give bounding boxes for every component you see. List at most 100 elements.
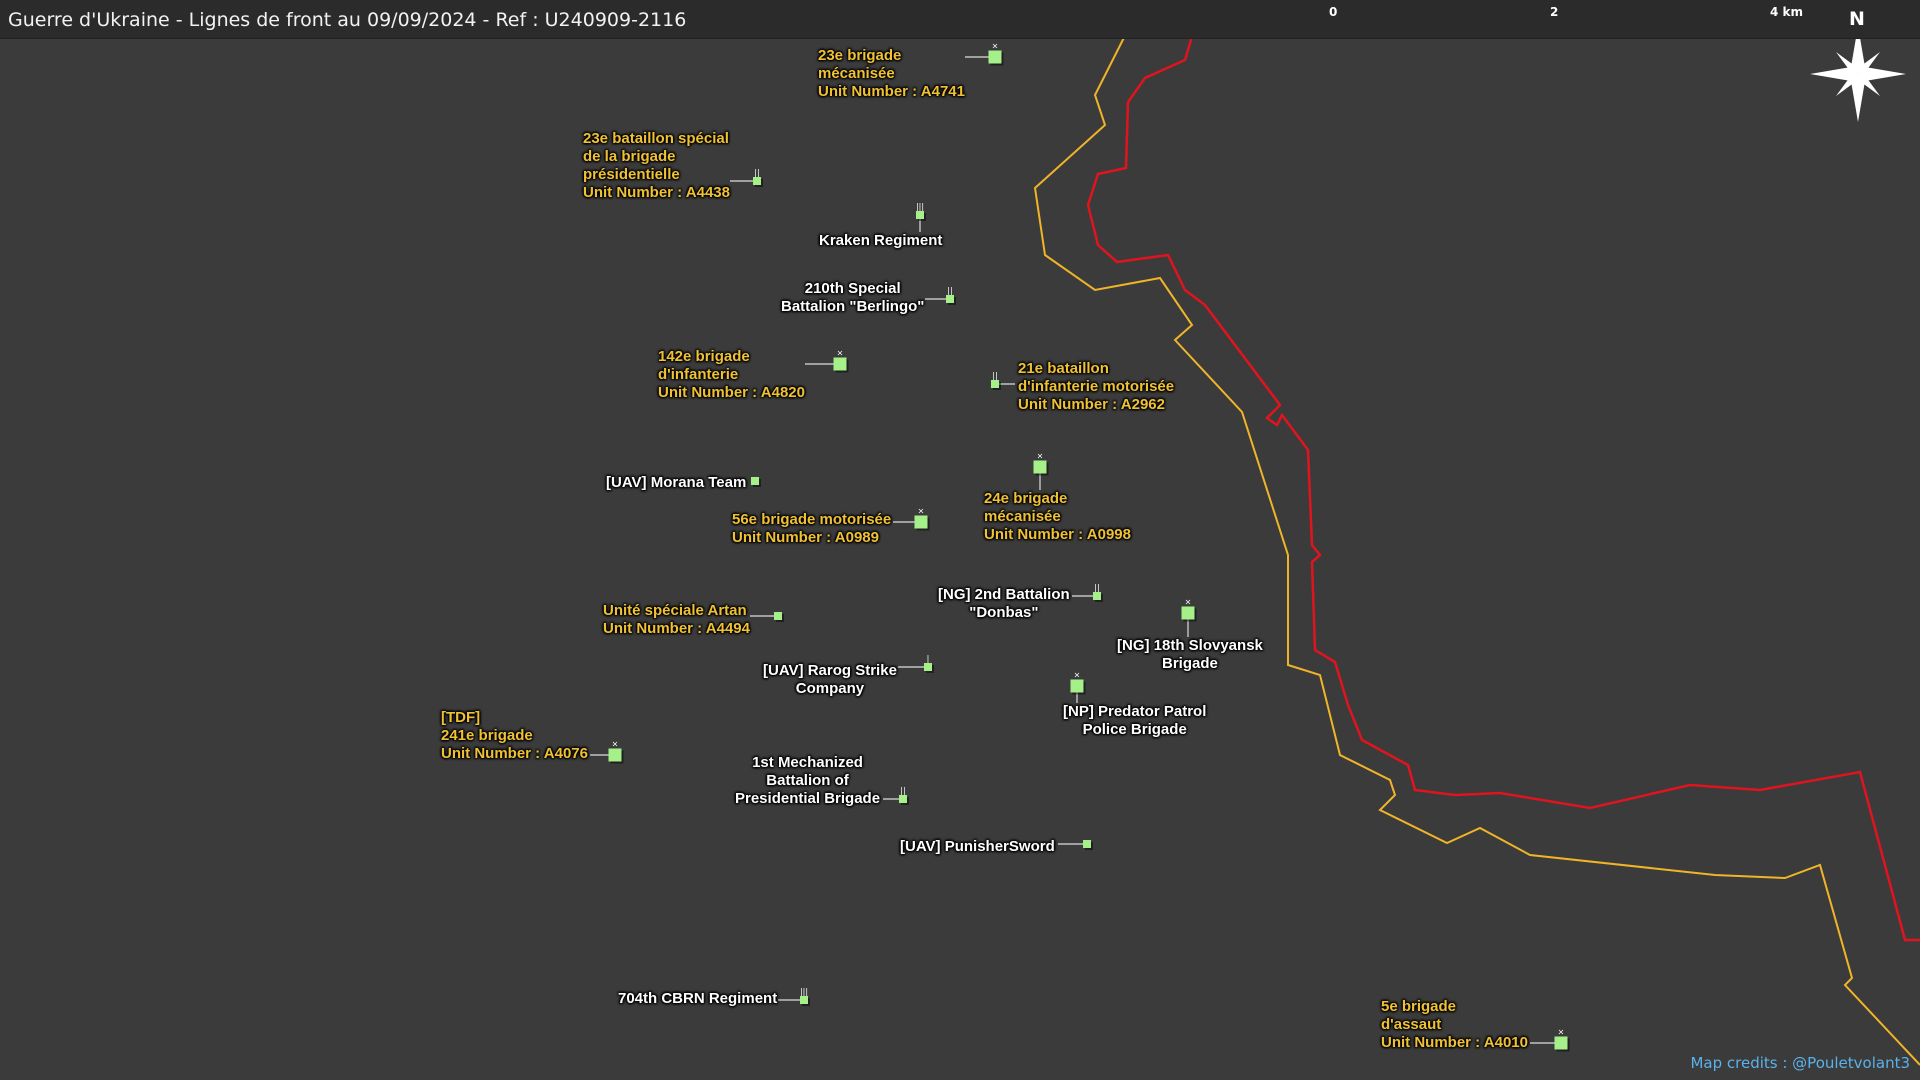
unit-symbol-square[interactable] <box>751 477 759 485</box>
unit-symbol-u12[interactable] <box>750 612 784 622</box>
unit-symbol-square[interactable] <box>774 612 782 620</box>
unit-symbol-u4[interactable]: || <box>925 286 956 305</box>
unit-label-line: présidentielle <box>583 166 680 183</box>
unit-symbol-u1[interactable]: × <box>965 42 1004 66</box>
unit-label-line: Police Brigade <box>1082 721 1187 738</box>
unit-symbol-u14[interactable]: × <box>1070 671 1086 704</box>
unit-label-line: d'infanterie motorisée <box>1018 378 1175 395</box>
unit-symbol-square[interactable] <box>1093 592 1101 600</box>
unit-symbol-u7[interactable] <box>751 477 761 487</box>
unit-symbol-u10[interactable]: || <box>1072 583 1103 602</box>
unit-label-line: Battalion "Berlingo" <box>781 298 925 315</box>
unit-echelon-marker: × <box>1074 671 1081 680</box>
unit-symbol-square[interactable] <box>916 211 924 219</box>
unit-label-line: Kraken Regiment <box>819 232 943 249</box>
unit-label-line: Unit Number : A0989 <box>732 529 879 546</box>
unit-echelon-marker: ||| <box>916 202 924 211</box>
unit-label-kraken-regiment[interactable]: Kraken Regiment <box>819 232 942 250</box>
unit-label-uav-morana-team[interactable]: [UAV] Morana Team <box>606 474 746 492</box>
unit-symbol-square[interactable] <box>1033 460 1047 474</box>
unit-label-line: [NP] Predator Patrol <box>1063 703 1207 720</box>
title-bar: Guerre d'Ukraine - Lignes de front au 09… <box>0 0 1920 39</box>
unit-symbol-square[interactable] <box>914 515 928 529</box>
unit-label-tdf-241e-brigade[interactable]: [TDF] 241e brigade Unit Number : A4076 <box>441 709 588 763</box>
unit-label-line: de la brigade <box>583 148 676 165</box>
unit-label-np-predator-patrol[interactable]: [NP] Predator Patrol Police Brigade <box>1063 703 1206 739</box>
unit-label-23e-bataillon-special[interactable]: 23e bataillon spécial de la brigade présid… <box>583 130 730 202</box>
unit-echelon-marker: || <box>900 786 905 795</box>
unit-echelon-marker: || <box>1094 583 1099 592</box>
unit-label-23e-brigade-mecanisee[interactable]: 23e brigade mécanisée Unit Number : A4741 <box>818 47 965 101</box>
unit-label-1st-mechanized-battalion[interactable]: 1st Mechanized Battalion of Presidential B… <box>735 754 880 808</box>
unit-echelon-marker: × <box>1185 598 1192 607</box>
unit-label-line: Unit Number : A0998 <box>984 526 1131 543</box>
unit-symbol-u6[interactable]: || <box>991 371 1015 390</box>
unit-label-line: "Donbas" <box>969 604 1039 621</box>
unit-symbol-u5[interactable]: × <box>805 349 849 373</box>
unit-echelon-marker: × <box>1037 452 1044 461</box>
unit-label-line: [UAV] PunisherSword <box>900 838 1055 855</box>
unit-symbol-u9[interactable]: × <box>893 507 930 531</box>
unit-label-line: Unité spéciale Artan <box>603 602 747 619</box>
unit-symbol-square[interactable] <box>946 295 954 303</box>
unit-label-56e-brigade-motorisee[interactable]: 56e brigade motorisée Unit Number : A0989 <box>732 511 891 547</box>
unit-label-24e-brigade-mecanisee[interactable]: 24e brigade mécanisée Unit Number : A0998 <box>984 490 1131 544</box>
unit-symbol-square[interactable] <box>1181 606 1195 620</box>
unit-label-line: [NG] 2nd Battalion <box>938 586 1070 603</box>
unit-label-5e-brigade-dassaut[interactable]: 5e brigade d'assaut Unit Number : A4010 <box>1381 998 1528 1052</box>
unit-symbol-square[interactable] <box>988 50 1002 64</box>
unit-symbol-u18[interactable]: ||| <box>778 987 810 1006</box>
unit-symbol-square[interactable] <box>924 663 932 671</box>
unit-symbol-u11[interactable]: × <box>1181 598 1197 638</box>
unit-symbol-square[interactable] <box>608 748 622 762</box>
unit-echelon-marker: × <box>612 740 619 749</box>
unit-label-line: Brigade <box>1162 655 1218 672</box>
unit-label-unite-speciale-artan[interactable]: Unité spéciale Artan Unit Number : A4494 <box>603 602 750 638</box>
unit-symbol-square[interactable] <box>899 795 907 803</box>
unit-label-210th-special-battalion[interactable]: 210th Special Battalion "Berlingo" <box>781 280 924 316</box>
unit-symbol-u19[interactable]: × <box>1530 1028 1570 1052</box>
unit-echelon-marker: || <box>947 286 952 295</box>
unit-symbol-square[interactable] <box>1070 679 1084 693</box>
unit-symbol-square[interactable] <box>753 177 761 185</box>
unit-symbol-u8[interactable]: × <box>1033 452 1049 491</box>
unit-label-uav-rarog-strike[interactable]: [UAV] Rarog Strike Company <box>763 662 897 698</box>
unit-label-line: Unit Number : A4438 <box>583 184 730 201</box>
unit-symbol-u3[interactable]: ||| <box>916 202 926 232</box>
unit-label-line: Battalion of <box>766 772 849 789</box>
unit-label-line: [TDF] <box>441 709 481 726</box>
scale-label-0: 0 <box>1329 5 1338 19</box>
north-label: N <box>1849 8 1865 30</box>
unit-label-line: Company <box>795 680 865 697</box>
unit-label-line: 23e brigade <box>818 47 902 64</box>
unit-label-ng-18th-slovyansk[interactable]: [NG] 18th Slovyansk Brigade <box>1117 637 1263 673</box>
unit-label-ng-2nd-battalion-donbas[interactable]: [NG] 2nd Battalion "Donbas" <box>938 586 1070 622</box>
unit-echelon-marker: × <box>837 349 844 358</box>
unit-label-uav-punishersword[interactable]: [UAV] PunisherSword <box>900 838 1055 856</box>
frontline-red <box>1086 0 1920 942</box>
unit-label-142e-brigade[interactable]: 142e brigade d'infanterie Unit Number : A4… <box>658 348 805 402</box>
unit-symbol-u17[interactable] <box>1058 840 1093 850</box>
unit-label-704th-cbrn-regiment[interactable]: 704th CBRN Regiment <box>618 990 777 1008</box>
unit-label-line: Unit Number : A4741 <box>818 83 965 100</box>
unit-label-21e-bataillon[interactable]: 21e bataillon d'infanterie motorisée Unit … <box>1018 360 1174 414</box>
unit-label-line: [UAV] Rarog Strike <box>763 662 897 679</box>
unit-symbol-square[interactable] <box>833 357 847 371</box>
unit-label-line: 23e bataillon spécial <box>583 130 729 147</box>
unit-label-line: mécanisée <box>984 508 1061 525</box>
unit-symbol-u15[interactable]: × <box>590 740 624 764</box>
unit-symbol-square[interactable] <box>1083 840 1091 848</box>
unit-symbol-u2[interactable]: || <box>730 168 763 187</box>
unit-layer: ×|||||||×||××||×|××|||||× <box>590 42 1570 1052</box>
unit-symbol-u13[interactable]: | <box>898 654 934 673</box>
unit-label-line: d'assaut <box>1381 1016 1442 1033</box>
unit-symbol-square[interactable] <box>991 380 999 388</box>
unit-symbol-square[interactable] <box>800 996 808 1004</box>
unit-label-line: d'infanterie <box>658 366 739 383</box>
page-title: Guerre d'Ukraine - Lignes de front au 09… <box>8 9 687 31</box>
unit-symbol-u16[interactable]: || <box>883 786 909 805</box>
unit-label-line: Presidential Brigade <box>735 790 881 807</box>
unit-echelon-marker: × <box>918 507 925 516</box>
unit-symbol-square[interactable] <box>1554 1036 1568 1050</box>
